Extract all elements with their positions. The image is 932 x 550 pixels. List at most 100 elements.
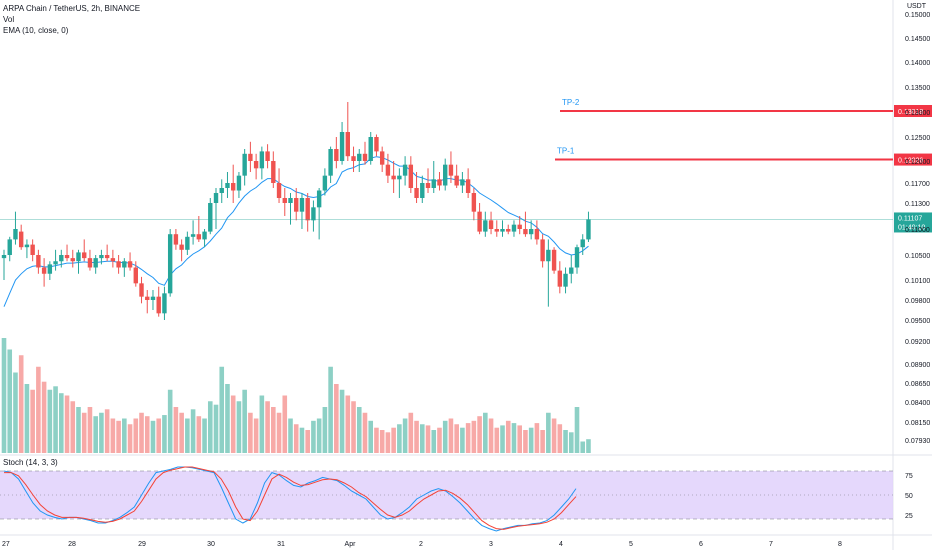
- currency-label: USDT: [906, 3, 926, 10]
- time-tick-label: 30: [207, 541, 215, 548]
- stoch-band: [0, 471, 893, 519]
- candle-body: [30, 244, 35, 255]
- candle-body: [460, 179, 465, 186]
- price-tick-label: 0.13000: [905, 110, 930, 117]
- candle-body: [540, 239, 545, 262]
- candle-body: [162, 293, 167, 314]
- stoch-panel: [0, 466, 893, 532]
- time-tick-label: 7: [769, 541, 773, 548]
- volume-bar: [374, 427, 379, 453]
- vol-label: Vol: [3, 15, 15, 24]
- volume-bar: [81, 412, 87, 453]
- volume-bar: [116, 420, 121, 453]
- target-price-label: 0.12026: [898, 158, 923, 165]
- price-axis[interactable]: 0.15000 0.14500 0.14000 0.13500 0.13000 0.125…: [905, 12, 930, 520]
- stoch-d-line: [4, 466, 577, 530]
- volume-bar: [293, 424, 299, 453]
- volume-bar: [150, 420, 156, 453]
- volume-bar: [356, 407, 362, 453]
- time-tick-label: Apr: [345, 541, 357, 548]
- volume-bar: [173, 407, 179, 453]
- candle-body: [276, 183, 282, 198]
- candle-body: [574, 247, 580, 268]
- volume-bar: [368, 420, 374, 453]
- target-lines: 0.11107 01:40:10 TP-2 0.13018 TP-1 0.12026: [0, 98, 932, 233]
- candle-body: [379, 151, 385, 165]
- volume-bar: [271, 407, 276, 453]
- volume-bar: [1, 338, 7, 453]
- volume-bar: [339, 389, 345, 453]
- volume-bar: [162, 415, 167, 453]
- time-tick-label: 5: [629, 541, 633, 548]
- volume-bar: [190, 409, 196, 453]
- candle-body: [59, 255, 64, 262]
- candle-body: [7, 239, 12, 255]
- candle-body: [477, 211, 482, 232]
- candle-body: [185, 236, 190, 250]
- volume-bar: [551, 418, 557, 453]
- price-tick-label: 0.11300: [905, 201, 930, 208]
- candle-body: [167, 234, 173, 294]
- volume-bar: [30, 389, 35, 453]
- volume-bars: [1, 338, 591, 453]
- candle-body: [374, 137, 379, 152]
- candle-body: [483, 220, 488, 232]
- candle-body: [36, 255, 41, 268]
- volume-bar: [534, 423, 540, 453]
- candle-body: [150, 296, 156, 300]
- volume-bar: [13, 372, 18, 453]
- candle-body: [448, 164, 454, 176]
- candle-body: [328, 149, 333, 176]
- volume-bar: [448, 418, 454, 453]
- candle-body: [173, 234, 179, 245]
- volume-bar: [402, 418, 408, 453]
- target-name: TP-2: [562, 98, 580, 107]
- volume-bar: [24, 384, 30, 453]
- candle-body: [104, 255, 110, 259]
- ema-label: EMA (10, close, 0): [3, 26, 69, 35]
- volume-bar: [494, 427, 500, 453]
- volume-bar: [253, 418, 259, 453]
- candle-body: [53, 261, 58, 265]
- candle-body: [402, 164, 408, 176]
- candle-body: [311, 207, 316, 221]
- volume-bar: [207, 401, 213, 453]
- price-tick-label: 0.11000: [905, 227, 930, 234]
- price-tick-label: 0.12500: [905, 135, 930, 142]
- volume-bar: [265, 401, 270, 453]
- volume-bar: [523, 430, 528, 453]
- candle-body: [99, 255, 104, 259]
- volume-bar: [36, 366, 41, 453]
- candle-body: [528, 229, 534, 235]
- volume-bar: [156, 418, 162, 453]
- volume-bar: [104, 409, 110, 453]
- candle-body: [82, 252, 87, 259]
- candle-body: [345, 132, 350, 157]
- volume-bar: [379, 430, 385, 453]
- candle-body: [76, 252, 81, 262]
- time-tick-label: 27: [2, 541, 10, 548]
- volume-bar: [167, 389, 173, 453]
- candle-body: [391, 175, 396, 180]
- candle-body: [116, 261, 121, 268]
- volume-bar: [437, 427, 442, 453]
- volume-bar: [288, 418, 293, 453]
- candle-body: [305, 198, 310, 221]
- volume-bar: [397, 424, 402, 453]
- candle-body: [534, 229, 540, 240]
- volume-bar: [225, 384, 230, 453]
- candle-body: [471, 193, 477, 212]
- volume-bar: [425, 425, 431, 453]
- volume-bar: [196, 416, 202, 453]
- time-axis[interactable]: 27 28 29 30 31 Apr 2 3 4 5 6 7 8: [2, 541, 842, 548]
- price-tick-label: 0.09800: [905, 298, 930, 305]
- symbol-title: ARPA Chain / TetherUS, 2h, BINANCE: [3, 4, 141, 13]
- candles[interactable]: [1, 102, 591, 320]
- volume-bar: [236, 401, 242, 453]
- price-tick-label: 0.08650: [905, 381, 930, 388]
- candle-body: [265, 151, 270, 161]
- candle-body: [253, 161, 259, 169]
- candle-body: [127, 261, 133, 268]
- candle-body: [47, 264, 53, 274]
